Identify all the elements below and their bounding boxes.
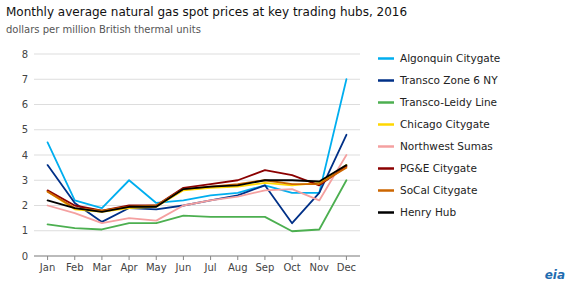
legend-entry: PG&E Citygate bbox=[400, 162, 477, 174]
x-tick-label: Mar bbox=[92, 262, 112, 273]
y-tick-label: 2 bbox=[22, 200, 28, 211]
y-tick-label: 0 bbox=[22, 251, 28, 262]
grid-line bbox=[34, 129, 360, 130]
legend-entry: Transco-Leidy Line bbox=[399, 96, 497, 108]
x-tick bbox=[210, 256, 211, 260]
y-tick-label: 7 bbox=[22, 74, 28, 85]
grid-line bbox=[34, 54, 360, 55]
x-tick-label: May bbox=[146, 262, 167, 273]
chart: Monthly average natural gas spot prices … bbox=[0, 0, 575, 287]
grid-line bbox=[34, 79, 360, 80]
grid-line bbox=[34, 155, 360, 156]
legend-swatch bbox=[378, 79, 394, 82]
x-tick bbox=[292, 256, 293, 260]
x-axis bbox=[34, 256, 360, 257]
legend-swatch bbox=[378, 189, 394, 192]
legend-entry: Transco Zone 6 NY bbox=[399, 74, 498, 86]
y-tick-label: 1 bbox=[22, 225, 28, 236]
y-tick-label: 3 bbox=[22, 175, 28, 186]
legend-entry: Northwest Sumas bbox=[400, 140, 493, 152]
x-tick bbox=[319, 256, 320, 260]
y-tick-label: 6 bbox=[22, 99, 28, 110]
series-line bbox=[48, 165, 347, 212]
legend: Algonquin Citygate Transco Zone 6 NY Trans… bbox=[378, 52, 500, 218]
x-tick-label: Jan bbox=[39, 262, 55, 273]
x-tick bbox=[346, 256, 347, 260]
legend-swatch bbox=[378, 145, 394, 148]
legend-entry: Chicago Citygate bbox=[400, 118, 490, 130]
series-line bbox=[48, 168, 347, 211]
y-tick-label: 4 bbox=[22, 150, 28, 161]
series-line bbox=[48, 165, 347, 212]
x-tick-label: Jul bbox=[204, 262, 217, 273]
legend-entry: Algonquin Citygate bbox=[400, 52, 500, 64]
x-tick bbox=[101, 256, 102, 260]
x-tick-label: Aug bbox=[228, 262, 248, 273]
lines bbox=[48, 79, 347, 231]
grid-line bbox=[34, 104, 360, 105]
x-tick bbox=[129, 256, 130, 260]
subtitle: dollars per million British thermal unit… bbox=[6, 24, 201, 35]
x-tick-label: Nov bbox=[309, 262, 329, 273]
series-line bbox=[48, 135, 347, 223]
x-tick bbox=[47, 256, 48, 260]
grid-line bbox=[34, 205, 360, 206]
x-tick-label: Sep bbox=[255, 262, 274, 273]
x-tick bbox=[183, 256, 184, 260]
x-tick bbox=[156, 256, 157, 260]
title: Monthly average natural gas spot prices … bbox=[6, 5, 407, 19]
x-tick bbox=[74, 256, 75, 260]
x-tick-label: Apr bbox=[120, 262, 138, 273]
x-tick-label: Feb bbox=[66, 262, 84, 273]
legend-swatch bbox=[378, 167, 394, 170]
series-line bbox=[48, 155, 347, 223]
legend-swatch bbox=[378, 57, 394, 60]
legend-swatch bbox=[378, 123, 394, 126]
legend-entry: Henry Hub bbox=[400, 206, 456, 218]
annotation: eia bbox=[545, 268, 565, 282]
y-tick-label: 8 bbox=[22, 49, 28, 60]
legend-swatch bbox=[378, 101, 394, 104]
grid bbox=[34, 54, 360, 256]
x-tick-label: Jun bbox=[175, 262, 192, 273]
x-tick bbox=[237, 256, 238, 260]
x-tick bbox=[264, 256, 265, 260]
y-tick-label: 5 bbox=[22, 124, 28, 135]
x-tick-label: Dec bbox=[337, 262, 356, 273]
x-tick-label: Oct bbox=[283, 262, 300, 273]
legend-entry: SoCal Citygate bbox=[400, 184, 477, 196]
grid-line bbox=[34, 256, 360, 257]
legend-swatch bbox=[378, 211, 394, 214]
